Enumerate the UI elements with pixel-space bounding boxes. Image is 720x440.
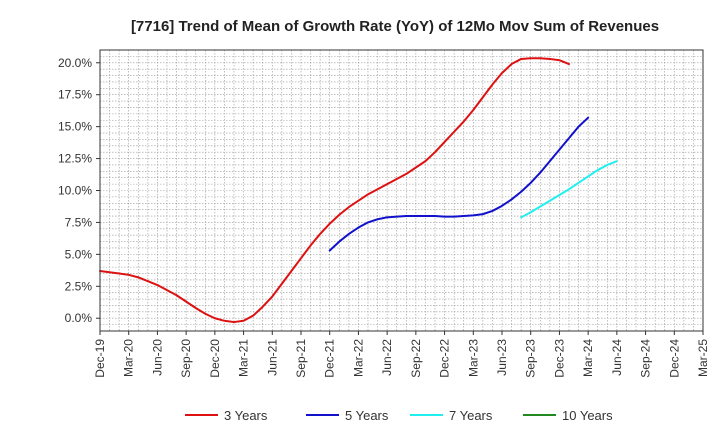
- y-tick-label: 2.5%: [65, 279, 93, 293]
- x-tick-label: Dec-21: [323, 339, 337, 378]
- x-tick-label: Dec-22: [438, 339, 452, 378]
- y-tick-label: 10.0%: [58, 184, 92, 198]
- x-tick-label: Sep-22: [409, 339, 423, 378]
- x-tick-label: Dec-23: [552, 339, 566, 378]
- x-tick-label: Jun-24: [610, 339, 624, 376]
- y-tick-label: 17.5%: [58, 88, 92, 102]
- x-tick-label: Sep-21: [294, 339, 308, 378]
- x-tick-label: Jun-21: [265, 339, 279, 376]
- legend-label: 10 Years: [562, 408, 613, 423]
- y-axis: 0.0% 2.5% 5.0% 7.5% 10.0% 12.5% 15.0% 17.5% 20.0…: [58, 56, 100, 325]
- legend: 3 Years 5 Years 7 Years 10 Years: [185, 408, 613, 423]
- x-tick-label: Mar-25: [696, 339, 710, 377]
- x-tick-label: Dec-24: [667, 339, 681, 378]
- x-tick-label: Sep-20: [179, 339, 193, 378]
- x-axis: Dec-19 Mar-20 Jun-20 Sep-20 Dec-20 Mar-21 Jun-…: [93, 331, 710, 378]
- x-tick-label: Jun-23: [495, 339, 509, 376]
- x-tick-label: Jun-20: [150, 339, 164, 376]
- chart-title: [7716] Trend of Mean of Growth Rate (YoY…: [131, 18, 659, 35]
- series-line-7-years: [520, 160, 618, 219]
- y-tick-label: 20.0%: [58, 56, 92, 70]
- series-line-5-years: [328, 116, 590, 252]
- y-tick-label: 0.0%: [65, 311, 93, 325]
- legend-label: 7 Years: [449, 408, 493, 423]
- y-tick-label: 7.5%: [65, 215, 93, 229]
- x-tick-label: Mar-21: [237, 339, 251, 377]
- x-tick-label: Sep-24: [639, 339, 653, 378]
- y-tick-label: 12.5%: [58, 152, 92, 166]
- x-tick-label: Dec-20: [208, 339, 222, 378]
- x-tick-label: Sep-23: [524, 339, 538, 378]
- y-tick-label: 15.0%: [58, 120, 92, 134]
- series-layer: [99, 57, 618, 324]
- grid-layer: [100, 50, 703, 331]
- legend-label: 5 Years: [345, 408, 389, 423]
- x-tick-label: Mar-24: [581, 339, 595, 377]
- x-tick-label: Mar-20: [122, 339, 136, 377]
- x-tick-label: Jun-22: [380, 339, 394, 376]
- y-tick-label: 5.0%: [65, 247, 93, 261]
- legend-label: 3 Years: [224, 408, 268, 423]
- x-tick-label: Dec-19: [93, 339, 107, 378]
- plot-frame: [99, 49, 704, 332]
- x-tick-label: Mar-23: [466, 339, 480, 377]
- series-line-3-years: [99, 57, 570, 324]
- x-tick-label: Mar-22: [351, 339, 365, 377]
